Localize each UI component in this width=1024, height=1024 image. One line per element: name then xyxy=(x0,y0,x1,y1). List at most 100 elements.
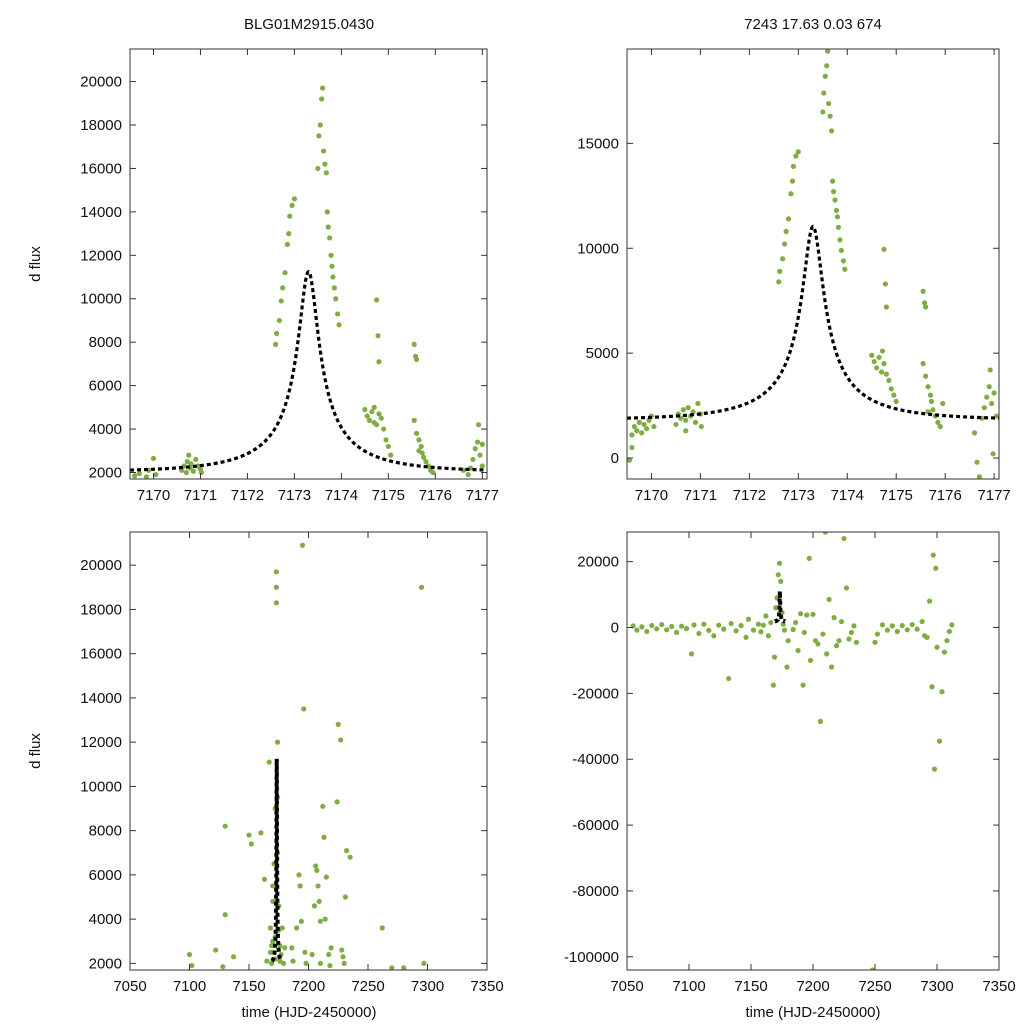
full-right-model-curve xyxy=(773,590,787,624)
full-left-ytick-label: 4000 xyxy=(89,911,122,928)
full-right-point-59 xyxy=(822,532,828,535)
full-left-point-14 xyxy=(267,949,274,955)
zoom-right-point-35 xyxy=(795,149,801,155)
full-right-point-91 xyxy=(933,565,939,571)
full-left-point-2 xyxy=(213,947,219,953)
full-right-point-80 xyxy=(899,622,905,629)
zoom-left-xtick-label: 7174 xyxy=(325,487,358,504)
full-left-marks xyxy=(186,542,427,970)
full-right-xtick-label: 7250 xyxy=(858,978,891,995)
full-left-point-4 xyxy=(222,823,228,829)
zoom-right-point-48 xyxy=(834,214,841,220)
full-left-ytick-label: 20000 xyxy=(80,557,122,574)
zoom-right-point-93 xyxy=(990,451,996,457)
zoom-left-xtick-label: 7172 xyxy=(231,487,264,504)
full-left-xtick-label: 7050 xyxy=(113,978,146,995)
full-right-ticks: 7050 7100 7150 7200 7250 7300 7350 -100000 -8000… xyxy=(564,532,1016,995)
zoom-right-point-44 xyxy=(829,178,836,184)
full-left-point-66 xyxy=(338,737,344,743)
zoom-left-ytick-label: 2000 xyxy=(89,464,122,481)
zoom-right-point-20 xyxy=(692,419,699,425)
zoom-right-point-85 xyxy=(976,474,983,479)
full-left-xtick-label: 7250 xyxy=(351,978,384,995)
zoom-right-point-19 xyxy=(690,409,696,415)
full-left-point-15 xyxy=(269,943,275,949)
zoom-left-point-29 xyxy=(315,165,321,172)
zoom-right-point-43 xyxy=(829,128,835,134)
zoom-right-point-91 xyxy=(991,390,997,396)
zoom-left-point-36 xyxy=(323,170,329,176)
zoom-right-point-17 xyxy=(685,405,691,411)
full-left-point-73 xyxy=(379,925,385,931)
full-right-point-21 xyxy=(728,620,734,627)
full-right-marks xyxy=(630,532,955,970)
zoom-right-point-40 xyxy=(825,49,831,54)
zoom-right-point-45 xyxy=(830,189,837,195)
zoom-left-point-56 xyxy=(383,437,389,443)
zoom-left-point-78 xyxy=(465,472,471,478)
zoom-right-point-59 xyxy=(881,361,887,367)
full-right-point-89 xyxy=(930,552,936,558)
full-left-point-65 xyxy=(335,721,341,728)
zoom-left-xtick-label: 7176 xyxy=(419,487,452,504)
full-left-point-13 xyxy=(267,925,274,931)
full-right-point-15 xyxy=(701,621,707,627)
zoom-left-xtick-label: 7173 xyxy=(278,487,311,504)
full-right-point-3 xyxy=(644,628,650,635)
zoom-right-point-84 xyxy=(974,459,980,465)
full-right-point-58 xyxy=(820,631,826,637)
full-right-point-63 xyxy=(831,615,837,621)
full-right-point-69 xyxy=(846,636,852,642)
zoom-left-point-27 xyxy=(289,202,295,208)
full-left-point-70 xyxy=(342,894,348,900)
full-left-point-61 xyxy=(326,951,332,958)
full-left-point-48 xyxy=(303,960,309,966)
full-left-point-42 xyxy=(296,872,302,878)
full-right-xlabel: time (HJD-2450000) xyxy=(745,1004,880,1021)
full-left-point-52 xyxy=(314,867,320,874)
zoom-right-point-5 xyxy=(639,430,645,436)
full-left-point-9 xyxy=(258,830,264,836)
full-right-point-32 xyxy=(768,619,774,626)
zoom-left-point-52 xyxy=(374,422,380,428)
full-right-point-78 xyxy=(889,623,895,629)
zoom-right-point-42 xyxy=(827,113,833,119)
full-right-point-68 xyxy=(843,585,850,591)
full-right-point-97 xyxy=(946,628,953,635)
full-right-point-11 xyxy=(683,625,690,632)
zoom-right-ytick-label: 15000 xyxy=(577,135,619,152)
zoom-right-ytick-label: 5000 xyxy=(586,345,619,362)
full-left-point-6 xyxy=(230,954,237,960)
full-left-point-38 xyxy=(282,945,288,951)
full-right-point-53 xyxy=(807,657,814,664)
zoom-right-xtick-label: 7173 xyxy=(782,487,815,504)
zoom-right-point-60 xyxy=(883,371,890,377)
full-left-point-7 xyxy=(246,832,252,838)
full-right-point-70 xyxy=(848,629,855,636)
full-right-point-29 xyxy=(760,622,767,628)
full-left-point-17 xyxy=(270,883,276,889)
full-left-point-54 xyxy=(316,898,322,905)
zoom-left-point-71 xyxy=(420,454,427,460)
full-right-point-8 xyxy=(669,623,675,630)
full-right-point-79 xyxy=(894,628,900,635)
zoom-right-point-62 xyxy=(888,386,894,392)
zoom-left-point-26 xyxy=(287,213,293,219)
zoom-right-ticks: 7170 7171 7172 7173 7174 7175 7176 7177 0 5000 100… xyxy=(577,49,1011,504)
full-left-point-76 xyxy=(418,584,425,590)
zoom-right-point-2 xyxy=(631,423,637,430)
full-right-ytick-label: -40000 xyxy=(572,751,619,768)
zoom-right-point-6 xyxy=(641,421,647,428)
title-right: 7243 17.63 0.03 674 xyxy=(744,16,882,33)
full-right-point-84 xyxy=(919,618,925,625)
panel-full-right: 7050 7100 7150 7200 7250 7300 7350 -100000 -8000… xyxy=(564,531,1016,1021)
zoom-left-point-41 xyxy=(329,263,335,269)
zoom-right-point-32 xyxy=(789,178,796,184)
full-right-point-86 xyxy=(924,634,930,640)
zoom-right-point-64 xyxy=(893,398,899,404)
full-right-point-67 xyxy=(841,535,847,542)
full-left-point-59 xyxy=(322,916,328,922)
full-left-point-44 xyxy=(298,918,304,924)
full-right-point-39 xyxy=(778,578,784,585)
